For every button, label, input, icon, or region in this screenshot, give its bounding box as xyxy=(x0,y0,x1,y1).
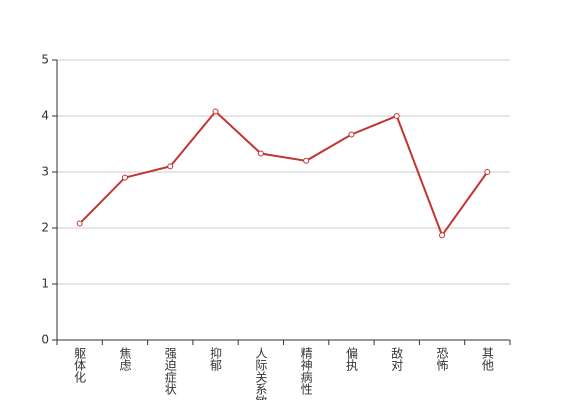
y-tick-label: 5 xyxy=(41,53,49,67)
x-tick-label: 焦虑 xyxy=(118,347,132,371)
x-tick-label: 强迫症状 xyxy=(163,347,177,395)
x-tick-label: 人际关系敏感 xyxy=(254,347,268,400)
x-tick-label: 敌对 xyxy=(390,346,404,371)
point xyxy=(76,220,83,227)
point xyxy=(257,150,264,157)
point xyxy=(212,108,219,115)
y-tick-label: 0 xyxy=(41,333,49,347)
y-tick-label: 3 xyxy=(41,165,49,179)
x-tick-label: 躯体化 xyxy=(73,346,87,384)
point xyxy=(439,232,446,239)
x-tick-label: 抑郁 xyxy=(209,346,223,372)
y-tick-label: 2 xyxy=(41,221,49,235)
point xyxy=(393,113,400,119)
x-tick-label: 恐怖 xyxy=(435,347,449,371)
point xyxy=(121,174,128,181)
y-tick-label: 1 xyxy=(41,277,49,291)
y-tick-label: 4 xyxy=(41,109,49,123)
point xyxy=(167,163,174,170)
x-tick-label: 精神病性 xyxy=(299,347,313,396)
point xyxy=(348,131,355,138)
x-tick-label: 偏执 xyxy=(344,346,358,372)
line xyxy=(78,110,489,238)
point xyxy=(484,169,491,175)
x-tick-label: 其他 xyxy=(480,347,494,371)
point xyxy=(303,157,310,164)
